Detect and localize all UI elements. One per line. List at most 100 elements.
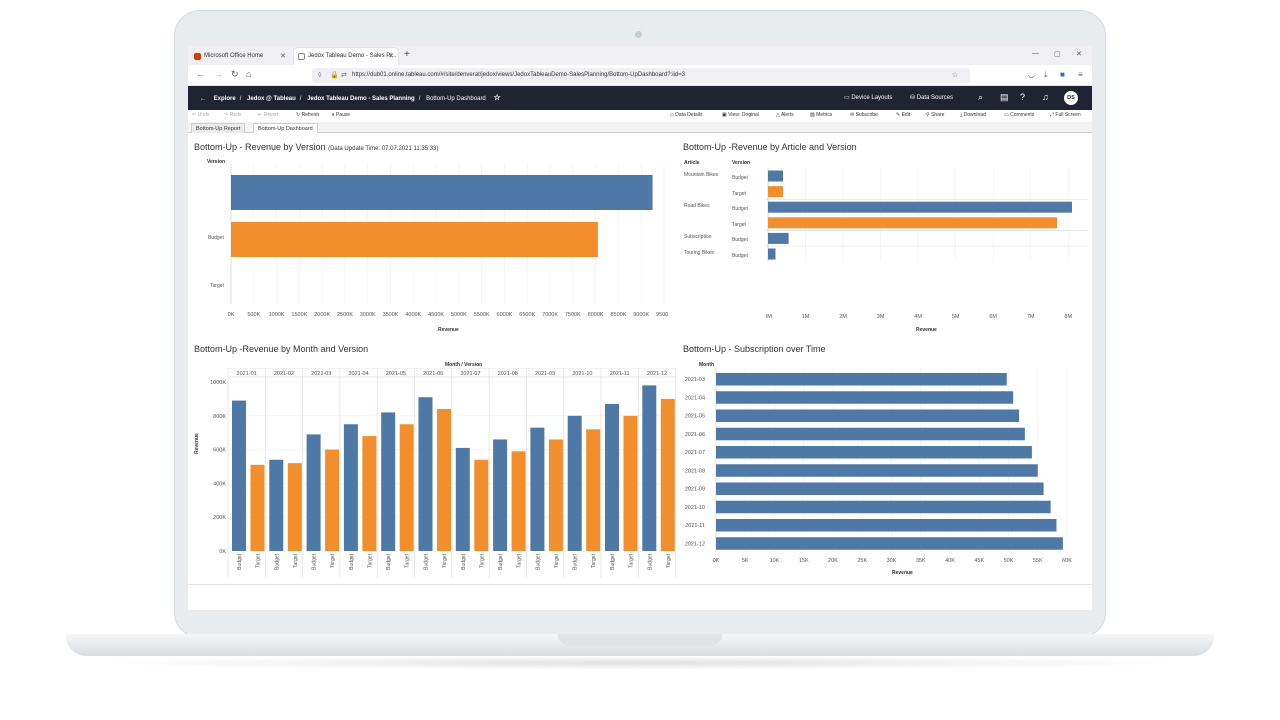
comments-button[interactable]: ▭ Comments bbox=[1004, 112, 1035, 118]
version-label: Budget bbox=[732, 237, 748, 244]
tick-label: 0K bbox=[219, 549, 226, 555]
back-arrow-icon[interactable]: ← bbox=[200, 96, 206, 102]
laptop-notch bbox=[558, 634, 722, 646]
bar-target bbox=[623, 415, 638, 551]
maximize-icon[interactable]: ▢ bbox=[1054, 51, 1061, 58]
month-label: 2021-03 bbox=[311, 371, 331, 377]
redo-button[interactable]: ↷ Redo bbox=[224, 112, 242, 118]
menu-icon[interactable]: ≡ bbox=[1078, 70, 1083, 79]
subscribe-button[interactable]: ✉ Subscribe bbox=[850, 112, 878, 118]
tab-bottom-up-dashboard[interactable]: Bottom-Up Dashboard bbox=[253, 123, 318, 133]
download-icon[interactable]: ⤓ bbox=[1044, 70, 1048, 79]
tick-label: 25K bbox=[857, 558, 867, 564]
share-button[interactable]: ⚲ Share bbox=[926, 112, 945, 118]
tick-label: 6000K bbox=[497, 312, 513, 318]
new-item-icon[interactable]: ▤ bbox=[1000, 92, 1009, 102]
bar-subscription bbox=[716, 537, 1063, 550]
version-label: Budget bbox=[647, 553, 653, 569]
tick-label: 400K bbox=[213, 481, 226, 487]
avatar[interactable]: DS bbox=[1064, 91, 1078, 105]
forward-icon[interactable]: → bbox=[214, 69, 223, 79]
search-icon[interactable]: ⌕ bbox=[978, 92, 984, 102]
alerts-button[interactable]: △ Alerts bbox=[776, 112, 794, 118]
tick-label: 3M bbox=[877, 314, 885, 320]
home-icon[interactable]: ⌂ bbox=[246, 69, 252, 79]
view-original-button[interactable]: ▣ View: Original bbox=[722, 112, 759, 118]
shield-icon: ◊ bbox=[318, 72, 322, 79]
full-screen-button[interactable]: ⤢ Full Screen bbox=[1050, 112, 1081, 118]
category-label: Budget bbox=[208, 235, 224, 241]
tick-label: 1000K bbox=[269, 312, 285, 318]
reload-icon[interactable]: ↻ bbox=[231, 69, 239, 79]
new-tab-button[interactable]: + bbox=[404, 49, 410, 60]
tab-bottom-up-report[interactable]: Bottom-Up Report bbox=[191, 123, 246, 133]
month-label: 2021-06 bbox=[685, 432, 705, 438]
bar-subscription bbox=[716, 482, 1044, 495]
version-label: Target bbox=[629, 553, 635, 568]
tick-label: 30K bbox=[887, 558, 897, 564]
version-label: Target bbox=[256, 553, 262, 568]
sheet-tabs: Bottom-Up Report Bottom-Up Dashboard bbox=[188, 122, 1092, 133]
subscription-over-time-chart: 0K 5K 10K 15K 20K 25K 30K 35K 40K 45K 50K 55K 60K 202… bbox=[685, 368, 1072, 564]
chart-title: Bottom-Up -Revenue by Article and Versio… bbox=[683, 142, 857, 152]
data-sources-button[interactable]: ⛁ Data Sources bbox=[910, 95, 954, 101]
tick-label: 55K bbox=[1033, 558, 1043, 564]
month-label: 2021-02 bbox=[274, 371, 294, 377]
device-layouts-button[interactable]: ▭ Device Layouts bbox=[844, 95, 893, 101]
tick-label: 20K bbox=[828, 558, 838, 564]
axis-label: Revenue bbox=[438, 327, 459, 333]
url-bar: ← → ↻ ⌂ ◊ 🔒 ⇄ https://dub01.online.table… bbox=[188, 65, 1092, 86]
tick-label: 4000K bbox=[405, 312, 421, 318]
minimize-icon[interactable]: — bbox=[1032, 50, 1039, 57]
download-button[interactable]: ⤓ Download bbox=[960, 112, 986, 118]
bar-target bbox=[231, 222, 598, 257]
pause-button[interactable]: ⏸ Pause bbox=[332, 112, 351, 118]
favorite-star-icon[interactable]: ☆ bbox=[493, 93, 501, 102]
address-input[interactable]: ◊ 🔒 ⇄ https://dub01.online.tableau.com/#… bbox=[312, 68, 970, 83]
browser-tab-jedox[interactable]: Jedox Tableau Demo - Sales Pl... ✕ bbox=[294, 48, 398, 65]
bar-budget bbox=[768, 232, 789, 244]
bar-target bbox=[768, 217, 1057, 229]
edit-button[interactable]: ✎ Edit bbox=[896, 112, 911, 118]
undo-button[interactable]: ↶ Undo bbox=[192, 112, 210, 118]
back-icon[interactable]: ← bbox=[196, 69, 205, 79]
metrics-button[interactable]: ▨ Metrics bbox=[810, 112, 833, 118]
close-icon[interactable]: ✕ bbox=[388, 53, 394, 60]
extension-icon[interactable]: ■ bbox=[1060, 70, 1065, 79]
bookmark-star-icon[interactable]: ☆ bbox=[952, 72, 959, 79]
bar-budget bbox=[418, 397, 433, 551]
pocket-icon[interactable]: ◡ bbox=[1028, 70, 1035, 79]
tick-label: 40K bbox=[945, 558, 955, 564]
version-label: Target bbox=[442, 553, 448, 568]
tick-label: 8M bbox=[1064, 314, 1072, 320]
tick-label: 500K bbox=[247, 312, 260, 318]
version-label: Budget bbox=[237, 553, 243, 569]
version-label: Target bbox=[666, 553, 672, 568]
row-header: Month bbox=[699, 362, 714, 368]
tick-label: 4500K bbox=[428, 312, 444, 318]
close-icon[interactable]: ✕ bbox=[280, 53, 286, 60]
breadcrumb-explore[interactable]: Explore bbox=[213, 96, 236, 102]
data-details-button[interactable]: ◇ Data Details bbox=[670, 112, 703, 118]
breadcrumb-workbook[interactable]: Jedox Tableau Demo - Sales Planning bbox=[307, 96, 415, 102]
breadcrumb-project[interactable]: Jedox @ Tableau bbox=[247, 96, 296, 102]
notifications-icon[interactable]: ♫ bbox=[1042, 92, 1049, 102]
bar-budget bbox=[381, 412, 396, 551]
refresh-button[interactable]: ↻ Refresh bbox=[296, 112, 320, 118]
tick-label: 2M bbox=[839, 314, 847, 320]
tick-label: 0K bbox=[713, 558, 720, 564]
tick-label: 5K bbox=[742, 558, 749, 564]
bar-subscription bbox=[716, 519, 1057, 532]
bar-target bbox=[399, 424, 414, 551]
browser-tab-office[interactable]: Microsoft Office Home ✕ bbox=[190, 48, 290, 65]
help-icon[interactable]: ? bbox=[1020, 92, 1026, 102]
bar-budget bbox=[306, 434, 321, 551]
tick-label: 0K bbox=[228, 312, 235, 318]
version-label: Target bbox=[517, 553, 523, 568]
revert-button[interactable]: ⇤ Revert bbox=[258, 112, 279, 118]
tick-label: 1M bbox=[802, 314, 810, 320]
version-label: Budget bbox=[424, 553, 430, 569]
close-window-icon[interactable]: ✕ bbox=[1076, 51, 1082, 58]
tick-label: 1000K bbox=[210, 380, 226, 386]
bar-subscription bbox=[716, 391, 1014, 404]
